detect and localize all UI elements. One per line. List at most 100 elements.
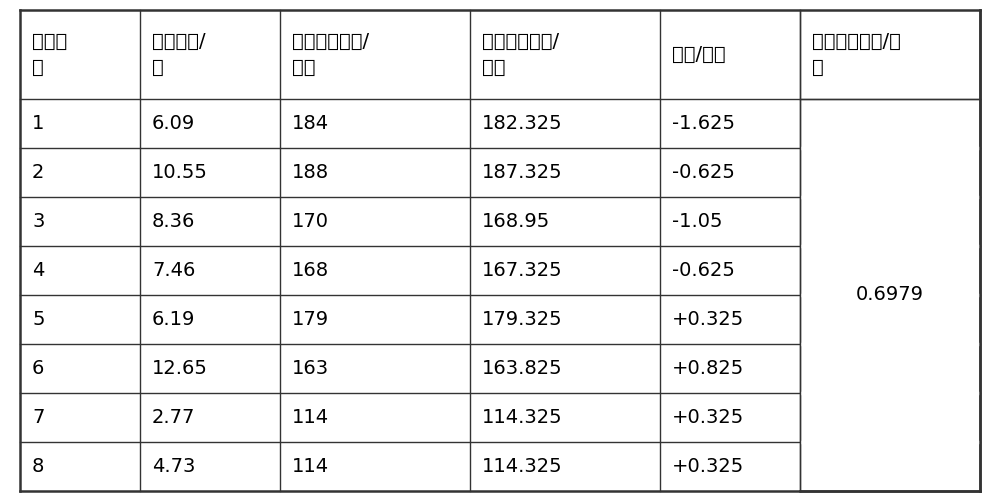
Text: 114: 114 xyxy=(292,457,329,476)
Bar xyxy=(660,442,800,491)
Bar xyxy=(20,393,140,442)
Text: 2.77: 2.77 xyxy=(152,408,195,427)
Bar xyxy=(140,99,280,148)
Bar xyxy=(280,344,470,393)
Bar xyxy=(20,295,140,344)
Bar xyxy=(280,197,470,246)
Bar xyxy=(800,197,980,246)
Bar xyxy=(470,246,660,295)
Text: 4: 4 xyxy=(32,261,44,280)
Text: 163: 163 xyxy=(292,359,329,378)
Bar xyxy=(280,246,470,295)
Text: -0.625: -0.625 xyxy=(672,261,735,280)
Bar xyxy=(20,344,140,393)
Bar xyxy=(140,10,280,99)
Bar xyxy=(800,10,980,99)
Bar xyxy=(280,148,470,197)
Bar xyxy=(660,99,800,148)
Text: +0.325: +0.325 xyxy=(672,457,744,476)
Text: 114: 114 xyxy=(292,408,329,427)
Text: 6: 6 xyxy=(32,359,44,378)
Text: 188: 188 xyxy=(292,163,329,182)
Bar xyxy=(140,295,280,344)
Bar xyxy=(20,197,140,246)
Text: 114.325: 114.325 xyxy=(482,408,563,427)
Text: -0.625: -0.625 xyxy=(672,163,735,182)
Text: 3: 3 xyxy=(32,212,44,231)
Bar xyxy=(800,246,980,295)
Bar xyxy=(660,344,800,393)
Bar xyxy=(140,393,280,442)
Bar xyxy=(660,393,800,442)
Text: 184: 184 xyxy=(292,114,329,133)
Text: 实际跳远成绩/
厘米: 实际跳远成绩/ 厘米 xyxy=(292,32,369,77)
Text: 7.46: 7.46 xyxy=(152,261,195,280)
Bar xyxy=(140,148,280,197)
Text: 163.825: 163.825 xyxy=(482,359,563,378)
Text: 179.325: 179.325 xyxy=(482,310,563,329)
Bar xyxy=(470,393,660,442)
Text: 处理时间/
秒: 处理时间/ 秒 xyxy=(152,32,206,77)
Bar xyxy=(470,99,660,148)
Bar xyxy=(140,197,280,246)
Text: 170: 170 xyxy=(292,212,329,231)
Bar xyxy=(20,99,140,148)
Bar xyxy=(470,344,660,393)
Bar xyxy=(660,295,800,344)
Text: 4.73: 4.73 xyxy=(152,457,195,476)
Text: +0.325: +0.325 xyxy=(672,310,744,329)
Text: 167.325: 167.325 xyxy=(482,261,563,280)
Text: 8.36: 8.36 xyxy=(152,212,195,231)
Text: 1: 1 xyxy=(32,114,44,133)
Text: +0.325: +0.325 xyxy=(672,408,744,427)
Text: 182.325: 182.325 xyxy=(482,114,563,133)
Bar xyxy=(470,295,660,344)
Text: 114.325: 114.325 xyxy=(482,457,563,476)
Bar xyxy=(800,148,980,197)
Bar xyxy=(660,246,800,295)
Text: 测量跳远成绩/
厘米: 测量跳远成绩/ 厘米 xyxy=(482,32,559,77)
Bar xyxy=(20,148,140,197)
Text: 6.09: 6.09 xyxy=(152,114,195,133)
Text: 7: 7 xyxy=(32,408,44,427)
Bar xyxy=(280,10,470,99)
Bar xyxy=(470,148,660,197)
Bar xyxy=(800,295,980,344)
Text: 6.19: 6.19 xyxy=(152,310,195,329)
Text: 平均绝对误差/厘
米: 平均绝对误差/厘 米 xyxy=(812,32,901,77)
Text: 12.65: 12.65 xyxy=(152,359,208,378)
Bar xyxy=(140,246,280,295)
Bar xyxy=(470,442,660,491)
Bar xyxy=(20,246,140,295)
Bar xyxy=(660,10,800,99)
Bar xyxy=(20,442,140,491)
Bar xyxy=(140,442,280,491)
Bar xyxy=(660,197,800,246)
Bar xyxy=(280,442,470,491)
Text: 168: 168 xyxy=(292,261,329,280)
Bar xyxy=(800,344,980,393)
Text: 168.95: 168.95 xyxy=(482,212,550,231)
Text: 10.55: 10.55 xyxy=(152,163,208,182)
Text: 2: 2 xyxy=(32,163,44,182)
Bar xyxy=(280,99,470,148)
Bar xyxy=(280,393,470,442)
Text: 8: 8 xyxy=(32,457,44,476)
Text: 5: 5 xyxy=(32,310,44,329)
Bar xyxy=(280,295,470,344)
Text: -1.625: -1.625 xyxy=(672,114,735,133)
Bar xyxy=(800,442,980,491)
Bar xyxy=(20,10,140,99)
Text: -1.05: -1.05 xyxy=(672,212,722,231)
Text: 0.6979: 0.6979 xyxy=(856,286,924,305)
Text: 误差/厘米: 误差/厘米 xyxy=(672,45,726,64)
Bar xyxy=(660,148,800,197)
Bar xyxy=(470,197,660,246)
Bar xyxy=(140,344,280,393)
Bar xyxy=(800,99,980,148)
Bar xyxy=(800,393,980,442)
Text: 测试序
号: 测试序 号 xyxy=(32,32,67,77)
Text: +0.825: +0.825 xyxy=(672,359,744,378)
Text: 187.325: 187.325 xyxy=(482,163,563,182)
Text: 179: 179 xyxy=(292,310,329,329)
